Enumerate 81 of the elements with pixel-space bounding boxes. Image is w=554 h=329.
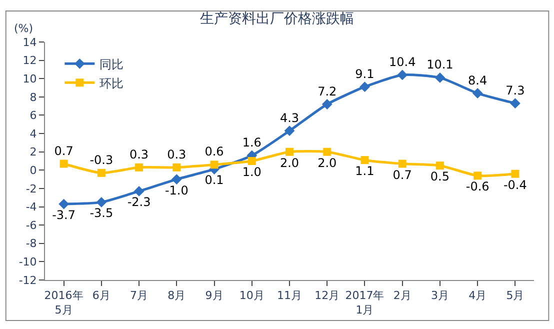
point (172, 163, 181, 172)
y-tick-label: 4 (30, 127, 37, 140)
y-tick-label: 6 (30, 109, 37, 122)
x-tick-label: 3月 (430, 289, 449, 302)
x-tick-label: 6月 (92, 289, 110, 302)
data-label: -2.3 (127, 195, 151, 210)
x-tick-label: 11月 (277, 289, 302, 302)
x-tick-label: 2016年 5月 (44, 289, 84, 316)
y-tick-label: 14 (22, 36, 37, 49)
y-tick-label: -12 (18, 274, 37, 287)
point (397, 70, 408, 80)
data-label: 0.3 (129, 147, 149, 162)
point (134, 186, 144, 196)
x-tick-label: 10月 (239, 289, 264, 302)
chart-title: 生产资料出厂价格涨跌幅 (200, 10, 354, 27)
x-tick-label: 9月 (205, 289, 224, 302)
data-label: 1.6 (242, 136, 262, 150)
point (210, 160, 218, 169)
point (248, 157, 256, 165)
data-label: 7.3 (506, 83, 525, 98)
point (323, 148, 332, 156)
y-tick-label: -4 (26, 200, 37, 214)
data-label: 0.6 (204, 144, 224, 159)
point (171, 174, 182, 185)
point (60, 160, 68, 168)
point (322, 99, 332, 110)
data-label: -3.5 (90, 206, 114, 220)
point (398, 160, 406, 168)
data-label: 0.1 (204, 173, 224, 188)
x-tick-label: 8月 (168, 289, 186, 302)
point (135, 163, 144, 172)
x-tick-label: 7月 (130, 289, 148, 302)
data-label: 2.0 (280, 156, 300, 170)
point (511, 170, 520, 178)
y-tick-label: -6 (26, 218, 37, 232)
point (472, 88, 483, 98)
data-label: 1.1 (355, 164, 374, 178)
point (96, 196, 107, 208)
data-label: -1.0 (164, 183, 188, 198)
x-tick-label: 2月 (393, 289, 412, 302)
data-label: -0.6 (466, 180, 490, 194)
y-tick-label: 8 (30, 90, 37, 104)
y-tick-label: 0 (30, 164, 37, 177)
x-tick-label: 2017年 1月 (345, 289, 384, 316)
point (58, 198, 70, 210)
point (434, 72, 446, 83)
data-label: 10.4 (388, 54, 416, 69)
y-tick-label: 2 (30, 146, 37, 159)
data-label: 10.1 (426, 58, 454, 72)
y-axis-title: (%) (14, 22, 34, 35)
x-tick-label: 12月 (314, 289, 340, 302)
y-tick-label: 10 (22, 72, 37, 86)
point (97, 168, 106, 177)
point (286, 148, 294, 156)
x-tick-label: 5月 (506, 289, 524, 302)
point (510, 98, 520, 109)
point (284, 126, 295, 136)
data-label: 0.7 (392, 168, 412, 182)
y-tick-label: -2 (26, 182, 37, 196)
point (360, 156, 369, 164)
data-label: 8.4 (468, 73, 488, 88)
data-label: -0.3 (90, 152, 114, 167)
point (474, 172, 482, 180)
data-label: 4.3 (280, 110, 300, 125)
legend-label: 环比 (100, 76, 124, 90)
point (360, 82, 370, 92)
data-label: -3.7 (52, 208, 76, 222)
x-tick-label: 4月 (468, 289, 487, 302)
y-tick-label: -8 (26, 237, 37, 250)
data-label: 9.1 (355, 66, 374, 81)
data-label: 2.0 (318, 156, 337, 170)
data-label: 0.5 (430, 170, 450, 184)
point (436, 162, 444, 170)
y-tick-label: -10 (18, 256, 37, 269)
data-label: -0.4 (503, 178, 527, 192)
data-label: 1.0 (242, 165, 262, 179)
legend-label: 同比 (100, 57, 124, 72)
data-label: 0.7 (54, 144, 74, 158)
data-label: 7.2 (318, 84, 337, 98)
data-label: 0.3 (167, 147, 186, 162)
y-tick-label: 12 (22, 54, 37, 68)
